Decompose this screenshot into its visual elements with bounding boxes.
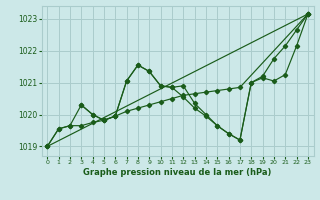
X-axis label: Graphe pression niveau de la mer (hPa): Graphe pression niveau de la mer (hPa) bbox=[84, 168, 272, 177]
